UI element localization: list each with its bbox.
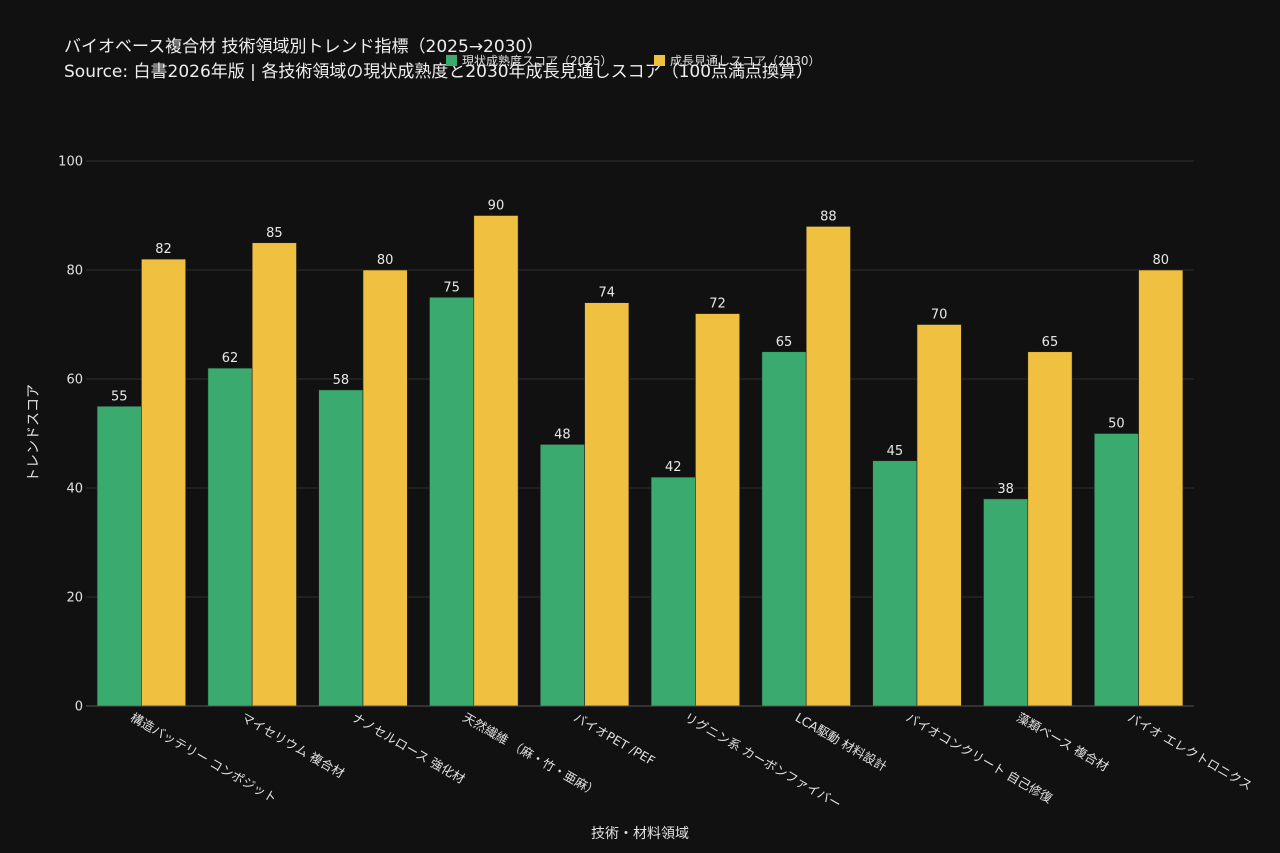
x-axis-title: 技術・材料領域: [591, 825, 689, 842]
value-label-outlook-1: 85: [266, 226, 283, 241]
bar-outlook-1[interactable]: [251, 242, 297, 707]
x-tick-label-4: バイオPET /PEF: [571, 710, 658, 769]
value-label-outlook-5: 72: [709, 297, 726, 312]
value-label-current-9: 50: [1108, 417, 1125, 432]
value-label-outlook-7: 70: [931, 308, 948, 323]
bar-current-2[interactable]: [318, 389, 364, 707]
value-label-current-1: 62: [222, 351, 239, 366]
value-label-current-5: 42: [665, 460, 682, 475]
bar-outlook-6[interactable]: [805, 226, 851, 707]
value-label-current-8: 38: [997, 482, 1014, 497]
legend: 現状成熟度スコア（2025） 成長見通しスコア（2030）: [446, 53, 821, 68]
bar-outlook-3[interactable]: [473, 215, 519, 707]
bar-outlook-8[interactable]: [1027, 351, 1073, 707]
chart-title: バイオベース複合材 技術領域別トレンド指標（2025→2030）: [64, 37, 543, 57]
bar-current-4[interactable]: [539, 444, 585, 707]
value-label-outlook-8: 65: [1042, 335, 1059, 350]
value-label-current-0: 55: [111, 389, 128, 404]
value-label-outlook-2: 80: [377, 253, 394, 268]
value-label-current-6: 65: [776, 335, 793, 350]
bar-outlook-0[interactable]: [141, 258, 187, 707]
y-tick-label: 0: [75, 700, 83, 715]
y-tick-label: 80: [66, 264, 83, 279]
bar-current-5[interactable]: [650, 476, 696, 707]
value-label-current-3: 75: [443, 280, 460, 295]
bar-current-0[interactable]: [96, 405, 142, 707]
x-tick-label-8: 藻類ベース 複合材: [1014, 710, 1111, 775]
legend-swatch-current[interactable]: [446, 55, 457, 66]
bar-outlook-4[interactable]: [584, 302, 630, 707]
bar-current-8[interactable]: [983, 498, 1029, 707]
value-label-outlook-0: 82: [155, 242, 172, 257]
value-label-outlook-6: 88: [820, 209, 837, 224]
x-tick-label-9: バイオ エレクトロニクス: [1125, 710, 1255, 794]
value-label-outlook-4: 74: [598, 286, 615, 301]
legend-swatch-outlook[interactable]: [654, 55, 665, 66]
bar-outlook-2[interactable]: [362, 269, 408, 707]
bar-current-6[interactable]: [761, 351, 807, 707]
value-label-current-7: 45: [887, 444, 904, 459]
x-tick-label-1: マイセリウム 複合材: [239, 710, 347, 781]
bar-outlook-9[interactable]: [1138, 269, 1184, 707]
x-tick-label-2: ナノセルロース 強化材: [350, 710, 468, 787]
y-tick-label: 60: [66, 373, 83, 388]
legend-label-outlook[interactable]: 成長見通しスコア（2030）: [670, 54, 821, 68]
bar-outlook-5[interactable]: [695, 313, 741, 707]
legend-label-current[interactable]: 現状成熟度スコア（2025）: [462, 53, 613, 68]
bar-outlook-7[interactable]: [916, 324, 962, 707]
bar-current-3[interactable]: [429, 296, 475, 707]
value-label-current-2: 58: [333, 373, 350, 388]
value-label-current-4: 48: [554, 427, 571, 442]
y-tick-label: 20: [66, 591, 83, 606]
y-tick-label: 100: [58, 155, 83, 170]
value-labels: 55 82 62 85 58 80 75 90 48 74 42 72 65 88 45 70 38 65 50 80: [111, 199, 1169, 497]
y-axis-title: トレンドスコア: [26, 384, 42, 482]
chart-subtitle: Source: 白書2026年版 | 各技術領域の現状成熟度と2030年成長見通…: [64, 61, 813, 82]
x-tick-label-6: LCA駆動 材料設計: [793, 710, 890, 775]
bar-current-7[interactable]: [872, 460, 918, 707]
bar-current-9[interactable]: [1093, 433, 1139, 707]
bars: [96, 215, 1184, 707]
value-label-outlook-3: 90: [488, 199, 505, 214]
value-label-outlook-9: 80: [1152, 253, 1169, 268]
y-tick-label: 40: [66, 482, 83, 497]
bar-current-1[interactable]: [207, 367, 253, 707]
